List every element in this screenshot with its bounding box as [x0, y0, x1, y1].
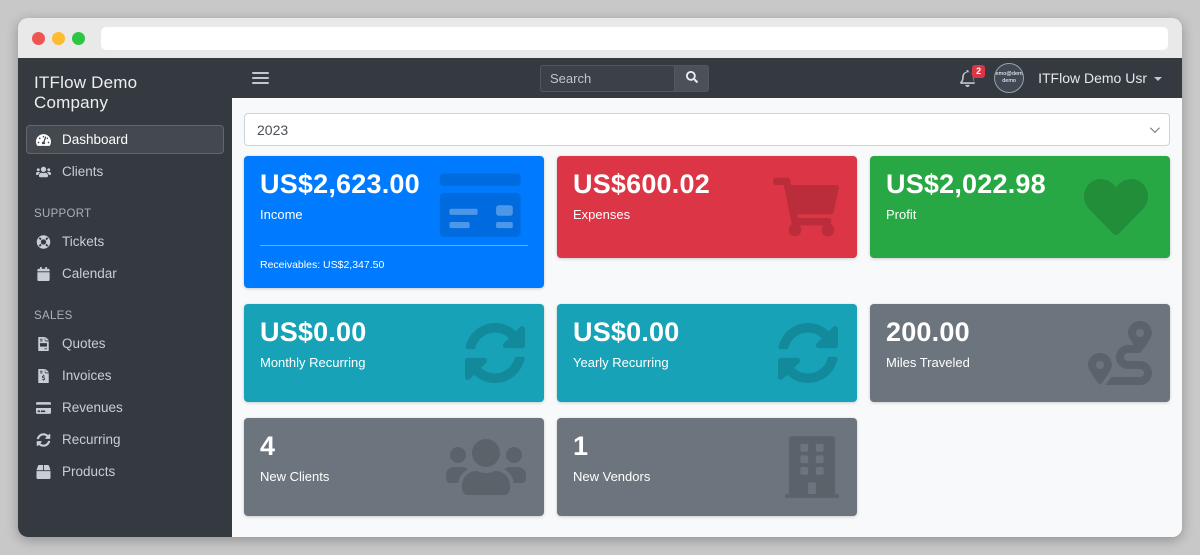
- profit-label: Profit: [886, 207, 917, 222]
- file-invoice-dollar-icon: [35, 368, 51, 383]
- top-navbar: 2 demo@demo demo ITFlow Demo Usr: [232, 58, 1182, 98]
- sidebar-item-label: Dashboard: [62, 132, 129, 147]
- shopping-cart-icon: [773, 177, 839, 237]
- file-invoice-icon: [35, 336, 51, 351]
- miles-traveled-value: 200.00: [886, 317, 970, 347]
- miles-traveled-card: 200.00 Miles Traveled: [870, 304, 1170, 402]
- income-receivables: Receivables: US$2,347.50: [260, 259, 385, 271]
- main-area: 2 demo@demo demo ITFlow Demo Usr 2023: [232, 58, 1182, 537]
- new-clients-value: 4: [260, 431, 276, 461]
- sidebar-item-tickets[interactable]: Tickets: [26, 227, 224, 256]
- minimize-button[interactable]: [52, 31, 65, 45]
- year-select-value: 2023: [257, 121, 289, 138]
- sidebar-item-calendar[interactable]: Calendar: [26, 259, 224, 288]
- navbar-search: [540, 65, 709, 92]
- browser-chrome: [18, 18, 1182, 58]
- sync-icon: [464, 322, 526, 384]
- notification-badge: 2: [972, 64, 986, 78]
- user-name: ITFlow Demo Usr: [1038, 70, 1147, 86]
- sidebar-section-support: SUPPORT: [34, 208, 92, 220]
- sidebar-item-quotes[interactable]: Quotes: [26, 329, 224, 358]
- sidebar-item-label: Quotes: [62, 336, 106, 351]
- credit-card-icon: [438, 170, 526, 244]
- profit-card: US$2,022.98 Profit: [870, 156, 1170, 258]
- app-root: ITFlow Demo Company Dashboard Clients SU…: [18, 58, 1182, 537]
- new-vendors-value: 1: [573, 431, 589, 461]
- calendar-icon: [35, 266, 51, 281]
- sidebar-item-revenues[interactable]: Revenues: [26, 393, 224, 422]
- new-clients-label: New Clients: [260, 469, 330, 484]
- profit-value: US$2,022.98: [886, 169, 1046, 199]
- heart-icon: [1080, 175, 1152, 239]
- user-menu[interactable]: ITFlow Demo Usr: [1038, 70, 1162, 86]
- notifications-button[interactable]: 2: [959, 64, 986, 87]
- zoom-button[interactable]: [72, 31, 85, 45]
- sidebar-section-sales: SALES: [34, 310, 73, 322]
- yearly-recurring-value: US$0.00: [573, 317, 680, 347]
- sidebar-item-dashboard[interactable]: Dashboard: [26, 125, 224, 154]
- building-icon: [785, 436, 839, 498]
- yearly-recurring-label: Yearly Recurring: [573, 355, 669, 370]
- yearly-recurring-card: US$0.00 Yearly Recurring: [557, 304, 857, 402]
- navbar-right: 2 demo@demo demo ITFlow Demo Usr: [959, 63, 1162, 93]
- avatar-text-line2: demo: [1002, 78, 1016, 84]
- tachometer-icon: [35, 132, 51, 147]
- income-label: Income: [260, 207, 303, 222]
- browser-window: ITFlow Demo Company Dashboard Clients SU…: [18, 18, 1182, 537]
- credit-card-icon: [35, 400, 51, 415]
- expenses-value: US$600.02: [573, 169, 710, 199]
- search-input[interactable]: [540, 65, 674, 92]
- life-ring-icon: [35, 234, 51, 249]
- new-vendors-card: 1 New Vendors: [557, 418, 857, 516]
- sync-icon: [777, 322, 839, 384]
- sidebar-item-label: Revenues: [62, 400, 123, 415]
- expenses-card: US$600.02 Expenses: [557, 156, 857, 258]
- users-icon: [446, 435, 526, 499]
- dashboard-content: 2023 US$2,623.00 Income: [232, 98, 1182, 537]
- expenses-label: Expenses: [573, 207, 631, 222]
- income-value: US$2,623.00: [260, 169, 420, 199]
- sidebar-item-label: Products: [62, 464, 116, 479]
- window-controls: [32, 31, 85, 45]
- box-icon: [35, 464, 51, 479]
- company-brand: ITFlow Demo Company: [34, 73, 138, 112]
- monthly-recurring-card: US$0.00 Monthly Recurring: [244, 304, 544, 402]
- sidebar: ITFlow Demo Company Dashboard Clients SU…: [18, 58, 232, 537]
- avatar[interactable]: demo@demo demo: [994, 63, 1025, 93]
- income-divider: [260, 245, 528, 246]
- sidebar-item-recurring[interactable]: Recurring: [26, 425, 224, 454]
- browser-address-bar[interactable]: [101, 26, 1168, 50]
- menu-toggle-button[interactable]: [252, 72, 269, 84]
- income-card: US$2,623.00 Income: [244, 156, 544, 288]
- search-button[interactable]: [674, 65, 709, 92]
- select-chevron-icon: [1149, 123, 1160, 134]
- sidebar-item-label: Calendar: [62, 266, 117, 281]
- close-button[interactable]: [32, 31, 45, 45]
- avatar-text-line1: demo@demo: [994, 70, 1025, 77]
- sidebar-item-invoices[interactable]: Invoices: [26, 361, 224, 390]
- monthly-recurring-label: Monthly Recurring: [260, 355, 366, 370]
- sidebar-item-label: Invoices: [62, 368, 112, 383]
- monthly-recurring-value: US$0.00: [260, 317, 367, 347]
- sync-icon: [35, 432, 51, 447]
- new-clients-card: 4 New Clients: [244, 418, 544, 516]
- sidebar-item-products[interactable]: Products: [26, 457, 224, 486]
- sidebar-item-clients[interactable]: Clients: [26, 157, 224, 186]
- search-icon: [685, 70, 698, 88]
- stats-grid: US$2,623.00 Income: [244, 156, 1170, 516]
- bell-icon: [959, 69, 976, 87]
- new-vendors-label: New Vendors: [573, 469, 651, 484]
- year-select[interactable]: 2023: [244, 113, 1170, 146]
- miles-traveled-label: Miles Traveled: [886, 355, 970, 370]
- sidebar-item-label: Clients: [62, 164, 104, 179]
- chevron-down-icon: [1154, 77, 1162, 81]
- sidebar-item-label: Recurring: [62, 432, 121, 447]
- route-icon: [1088, 321, 1152, 385]
- users-icon: [35, 164, 51, 179]
- sidebar-item-label: Tickets: [62, 234, 105, 249]
